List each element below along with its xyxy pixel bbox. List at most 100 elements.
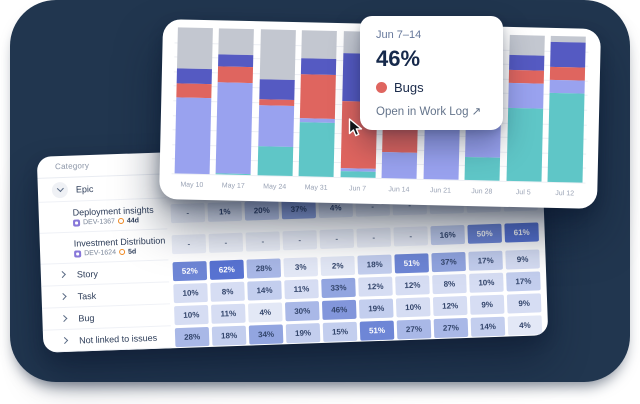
heat-cell[interactable]: 10% <box>174 304 209 325</box>
row-label-investment-distribution[interactable]: Investment Distribution DEV-1624 5d <box>39 229 169 265</box>
bar-segment-bugs[interactable] <box>218 66 254 84</box>
heat-cell[interactable]: 4% <box>507 314 543 336</box>
heat-cell[interactable]: 10% <box>395 296 431 317</box>
stacked-bar-jul-12[interactable] <box>547 35 586 183</box>
bar-segment-epic[interactable] <box>257 146 294 177</box>
heat-cell[interactable]: 37% <box>431 251 466 272</box>
chevron-right-icon[interactable] <box>58 271 66 279</box>
bar-segment-epic[interactable] <box>547 92 585 183</box>
heat-cell[interactable]: 52% <box>172 260 208 281</box>
heat-cell[interactable]: 17% <box>468 250 503 271</box>
bar-segment-not-linked-to-issues[interactable] <box>301 30 338 59</box>
heat-cell[interactable]: 19% <box>285 322 321 343</box>
heat-cell[interactable]: 14% <box>247 279 282 301</box>
heat-cell[interactable]: 27% <box>396 318 432 339</box>
heat-cell[interactable]: 34% <box>248 323 284 345</box>
heat-cell[interactable]: 46% <box>321 299 357 320</box>
bar-segment-story[interactable] <box>507 83 544 109</box>
heat-cell[interactable]: 18% <box>211 325 247 346</box>
heat-cell[interactable]: 8% <box>432 273 467 294</box>
heat-cell[interactable]: 19% <box>358 298 394 319</box>
issue-key[interactable]: DEV-1367 <box>82 217 116 226</box>
bar-segment-not-linked-to-issues[interactable] <box>176 27 213 70</box>
heat-cell[interactable]: 4% <box>247 301 283 323</box>
heat-cell[interactable]: 16% <box>430 224 466 246</box>
heat-cell[interactable]: 15% <box>322 321 358 342</box>
bar-segment-epic[interactable] <box>298 122 336 177</box>
stacked-bar-may-31[interactable] <box>298 30 338 177</box>
bar-segment-task[interactable] <box>508 55 544 71</box>
bar-segment-story[interactable] <box>549 79 585 94</box>
heat-cell[interactable]: 30% <box>284 300 320 321</box>
bar-segment-task[interactable] <box>259 78 295 101</box>
heat-cell[interactable]: - <box>245 231 281 252</box>
stacked-bar-jul-5[interactable] <box>506 34 545 182</box>
chevron-right-icon[interactable] <box>61 336 69 345</box>
heat-cell[interactable]: - <box>208 232 244 253</box>
bar-segment-epic[interactable] <box>340 171 376 178</box>
bar-segment-story[interactable] <box>216 82 254 174</box>
heat-cell[interactable]: 51% <box>394 252 429 273</box>
stacked-bar-may-17[interactable] <box>216 28 255 176</box>
row-label-not-linked-to-issues[interactable]: Not linked to issues <box>42 326 172 353</box>
bar-segment-story[interactable] <box>258 105 295 147</box>
bar-segment-task[interactable] <box>176 68 212 84</box>
bar-segment-bugs[interactable] <box>176 82 212 99</box>
row-label-deployment-insights[interactable]: Deployment insights DEV-1367 44d <box>38 198 168 234</box>
heat-cell[interactable]: 11% <box>210 303 246 324</box>
bar-segment-epic[interactable] <box>464 156 501 181</box>
bar-segment-not-linked-to-issues[interactable] <box>508 34 545 57</box>
x-axis-label: Jun 28 <box>471 188 493 196</box>
bar-segment-task[interactable] <box>550 41 586 68</box>
heat-cell[interactable]: - <box>319 228 355 250</box>
heat-cell[interactable]: 20% <box>244 200 280 221</box>
heat-cell[interactable]: 17% <box>506 270 541 292</box>
collapse-toggle[interactable] <box>51 181 69 198</box>
issue-key[interactable]: DEV-1624 <box>84 248 117 257</box>
stacked-bar-may-10[interactable] <box>174 27 213 175</box>
heat-cell[interactable]: 28% <box>174 326 210 347</box>
heat-cell[interactable]: 9% <box>469 294 505 315</box>
heat-cell[interactable]: 1% <box>207 201 243 222</box>
heat-cell[interactable]: 10% <box>173 282 208 303</box>
heat-cell[interactable]: - <box>393 226 429 247</box>
heat-cell[interactable]: 11% <box>284 278 319 299</box>
heat-cell[interactable]: 14% <box>470 316 506 337</box>
bar-segment-epic[interactable] <box>506 107 543 182</box>
heat-cell[interactable]: 2% <box>320 255 356 276</box>
open-in-work-log-link[interactable]: Open in Work Log ↗ <box>376 106 482 118</box>
bar-segment-story[interactable] <box>174 97 212 175</box>
heat-cell[interactable]: - <box>356 227 392 248</box>
heat-cell[interactable]: 61% <box>504 222 539 243</box>
bar-segment-task[interactable] <box>301 57 337 75</box>
bar-segment-story[interactable] <box>381 151 418 179</box>
bar-segment-not-linked-to-issues[interactable] <box>218 28 255 56</box>
heat-cell[interactable]: 12% <box>395 274 430 295</box>
chevron-right-icon[interactable] <box>60 314 68 323</box>
heat-cell[interactable]: 8% <box>210 281 245 302</box>
heat-cell[interactable]: 62% <box>209 259 245 280</box>
heat-cell[interactable]: 12% <box>358 276 393 297</box>
heat-cell[interactable]: - <box>170 203 206 224</box>
bar-segment-not-linked-to-issues[interactable] <box>259 29 296 80</box>
heat-cell[interactable]: 50% <box>467 223 503 244</box>
bar-segment-task[interactable] <box>218 54 254 68</box>
heat-cell[interactable]: 10% <box>469 272 504 293</box>
heat-cell[interactable]: 3% <box>283 256 319 277</box>
heat-cell[interactable]: 33% <box>321 277 356 298</box>
heat-cell[interactable]: 18% <box>357 254 393 275</box>
heat-cell[interactable]: 27% <box>433 317 469 338</box>
chevron-right-icon[interactable] <box>59 293 67 301</box>
heat-cell[interactable]: - <box>171 234 207 255</box>
stacked-bar-may-24[interactable] <box>257 29 296 177</box>
bar-segment-bugs[interactable] <box>549 66 586 81</box>
heat-cell[interactable]: - <box>282 230 318 251</box>
heat-cell[interactable]: 9% <box>506 292 542 314</box>
bar-segment-bugs[interactable] <box>300 74 337 119</box>
heat-cell[interactable]: 28% <box>246 257 282 279</box>
bar-segment-bugs[interactable] <box>508 69 544 84</box>
heat-cell[interactable]: 9% <box>505 248 540 270</box>
heat-cell[interactable]: 12% <box>432 295 468 316</box>
heat-cell[interactable]: 51% <box>359 320 395 341</box>
epic-issue-icon <box>72 218 81 227</box>
